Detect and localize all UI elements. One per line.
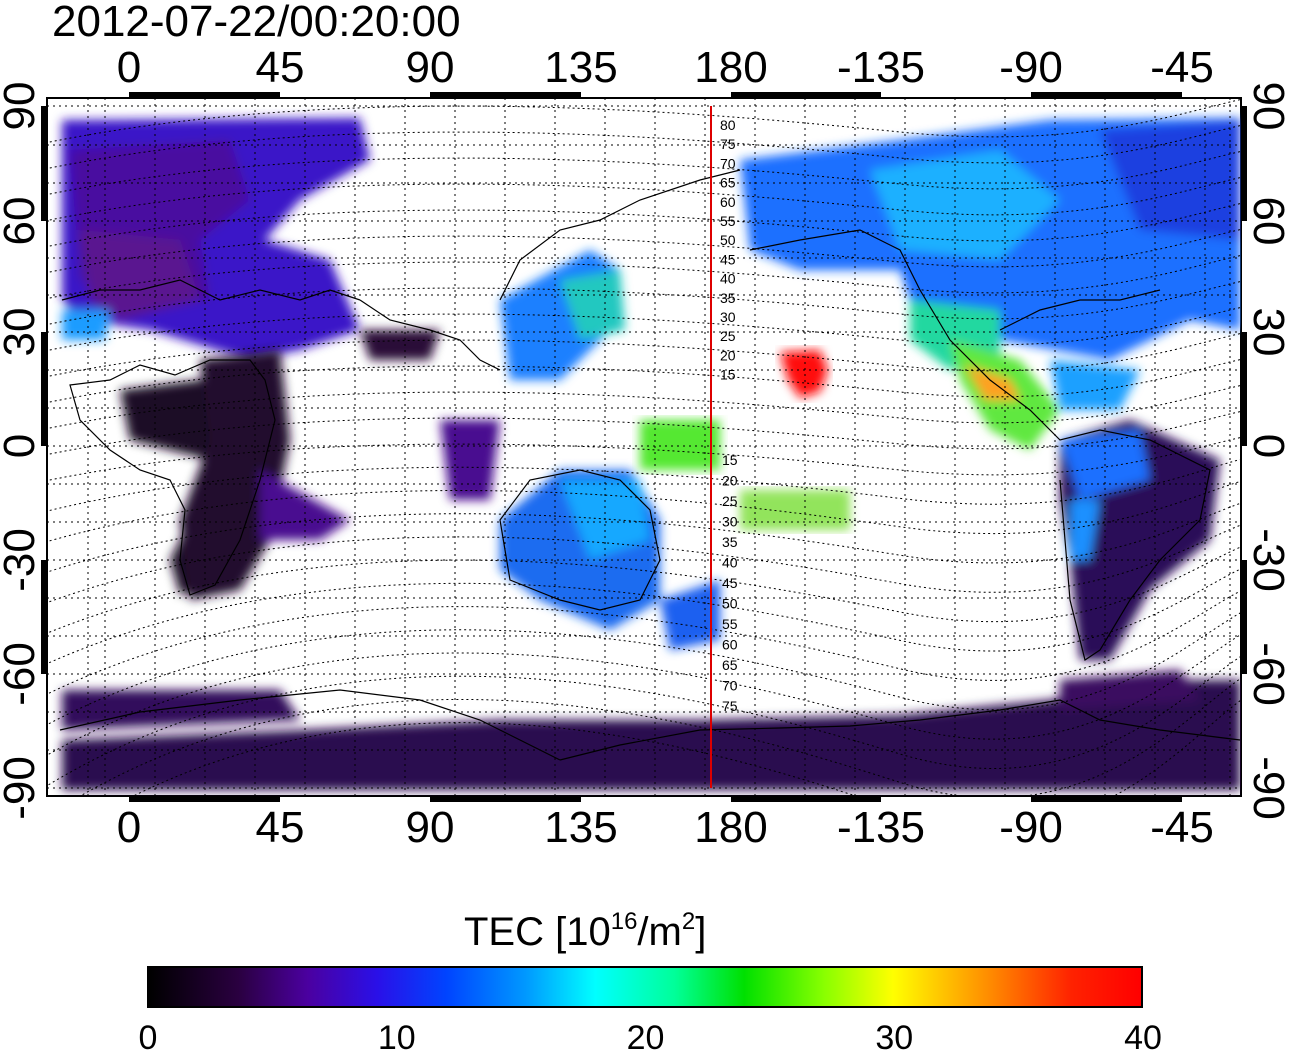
lbl-top-label: 180 bbox=[694, 43, 768, 92]
lbl-left-label: 60 bbox=[0, 196, 44, 246]
meridian-labels: 80 75 70 65 60 55 50 45 40 35 30 25 20 15 15 20 25 30 35 40… bbox=[720, 117, 738, 714]
tec-region-south-america bbox=[1060, 420, 1220, 660]
meridian-label: 20 bbox=[722, 473, 738, 489]
lbl-left-label: -30 bbox=[0, 528, 44, 592]
meridian-label: 75 bbox=[720, 136, 736, 152]
tec-region-pacific bbox=[640, 350, 850, 530]
lbl-bottom-label: -135 bbox=[836, 803, 926, 852]
lbl-bottom-label: 180 bbox=[694, 803, 768, 852]
colorbar-tick-label: 10 bbox=[377, 1019, 416, 1057]
lbl-right-label: -90 bbox=[1244, 756, 1292, 820]
lbl-right-label: -30 bbox=[1244, 528, 1292, 592]
lbl-left-label: -90 bbox=[0, 756, 44, 820]
meridian-label: 80 bbox=[720, 117, 736, 133]
tec-region-antarctica bbox=[62, 670, 1240, 790]
colorbar-tick-label: 0 bbox=[138, 1019, 158, 1057]
magnetic-contours bbox=[47, 98, 1241, 796]
lbl-bottom-label: 45 bbox=[255, 803, 305, 852]
lbl-right-label: 30 bbox=[1244, 307, 1292, 357]
lbl-top-label: 135 bbox=[544, 43, 618, 92]
lbl-bottom-label: 135 bbox=[544, 803, 618, 852]
colorbar-tick-label: 20 bbox=[626, 1019, 665, 1057]
meridian-label: 65 bbox=[720, 175, 736, 191]
colorbar-tick-label: 40 bbox=[1124, 1019, 1162, 1057]
lbl-top-label: 0 bbox=[116, 43, 142, 92]
lbl-left-label: 0 bbox=[0, 434, 44, 458]
meridian-label: 40 bbox=[722, 555, 738, 571]
lbl-right-label: 90 bbox=[1244, 81, 1292, 131]
meridian-label: 30 bbox=[720, 309, 736, 325]
tec-region-africa bbox=[120, 350, 350, 600]
meridian-label: 70 bbox=[722, 678, 738, 694]
colorbar-tick-label: 30 bbox=[875, 1019, 914, 1057]
lbl-bottom-label: 90 bbox=[405, 803, 455, 852]
axis-tick-bars bbox=[41, 92, 1247, 802]
meridian-label: 75 bbox=[722, 698, 738, 714]
lbl-bottom-label: -90 bbox=[999, 803, 1063, 852]
timestamp-title: 2012-07-22/00:20:00 bbox=[52, 0, 461, 46]
meridian-label: 25 bbox=[720, 328, 736, 344]
meridian-label: 65 bbox=[722, 657, 738, 673]
colorbar-title: TEC [1016/m2] bbox=[464, 908, 707, 955]
meridian-label: 45 bbox=[720, 251, 736, 267]
lbl-right-label: 60 bbox=[1244, 196, 1292, 246]
lbl-right-label: -60 bbox=[1244, 642, 1292, 706]
lbl-left-label: -60 bbox=[0, 642, 44, 706]
meridian-label: 30 bbox=[722, 514, 738, 530]
meridian-label: 20 bbox=[720, 347, 736, 363]
meridian-label: 25 bbox=[722, 493, 738, 509]
lbl-top-label: 90 bbox=[405, 43, 455, 92]
meridian-label: 50 bbox=[722, 596, 738, 612]
lbl-bottom-label: -45 bbox=[1150, 803, 1214, 852]
lbl-top-label: 45 bbox=[255, 43, 305, 92]
lbl-top-label: -135 bbox=[836, 43, 926, 92]
meridian-label: 15 bbox=[722, 452, 738, 468]
lbl-left-label: 90 bbox=[0, 81, 44, 131]
meridian-label: 45 bbox=[722, 575, 738, 591]
lbl-left-label: 30 bbox=[0, 307, 44, 357]
meridian-label: 55 bbox=[722, 616, 738, 632]
lbl-top-label: -45 bbox=[1150, 43, 1214, 92]
lbl-top-label: -90 bbox=[999, 43, 1063, 92]
meridian-label: 35 bbox=[722, 534, 738, 550]
meridian-label: 60 bbox=[720, 194, 736, 210]
meridian-label: 40 bbox=[720, 271, 736, 287]
lbl-right-label: 0 bbox=[1244, 433, 1292, 459]
lbl-bottom-label: 0 bbox=[116, 803, 142, 852]
map-grid bbox=[47, 98, 1241, 796]
meridian-label: 55 bbox=[720, 213, 736, 229]
meridian-label: 50 bbox=[720, 232, 736, 248]
meridian-label: 70 bbox=[720, 155, 736, 171]
meridian-label: 15 bbox=[720, 367, 736, 383]
coastlines bbox=[59, 169, 1241, 761]
colorbar-gradient bbox=[147, 966, 1143, 1008]
tec-region-east-asia bbox=[500, 250, 625, 380]
meridian-label: 60 bbox=[722, 637, 738, 653]
meridian-label: 35 bbox=[720, 290, 736, 306]
